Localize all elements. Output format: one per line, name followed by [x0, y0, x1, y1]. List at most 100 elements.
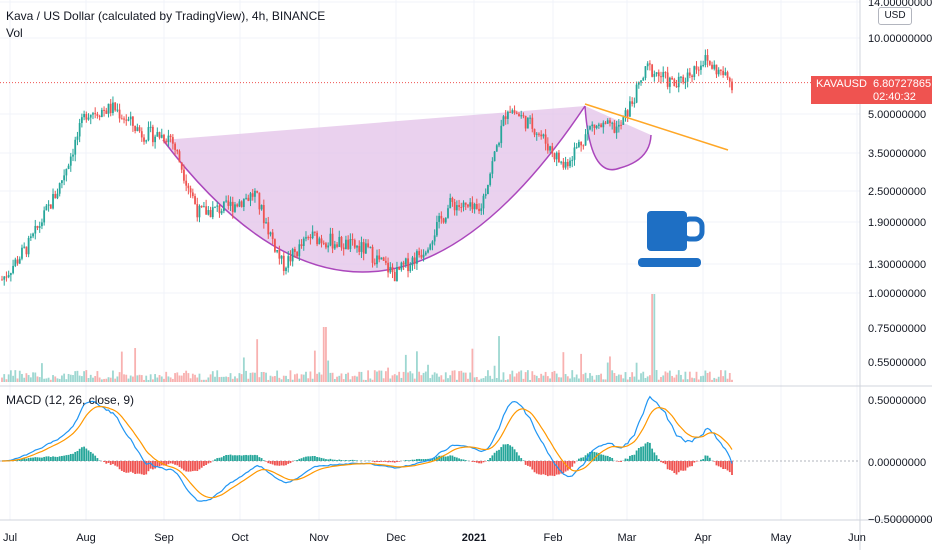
macd-histogram-bar [526, 461, 529, 466]
volume-bar [407, 372, 409, 382]
macd-histogram-bar [76, 451, 79, 461]
candle-body [105, 110, 108, 114]
candle-body [593, 124, 596, 129]
volume-bar [274, 376, 276, 382]
macd-histogram-bar [58, 456, 61, 461]
candle-body [25, 246, 28, 255]
candle-body [589, 126, 591, 130]
candle-body [482, 195, 485, 209]
volume-bar [282, 375, 285, 382]
macd-histogram-bar [396, 461, 398, 463]
macd-histogram-bar [511, 446, 514, 461]
candle-body [711, 64, 713, 69]
volume-bar [207, 377, 210, 382]
volume-bar [285, 375, 287, 382]
volume-bar [564, 374, 567, 382]
volume-tick-label: 0.55000000 [868, 357, 926, 369]
macd-histogram-bar [549, 461, 551, 476]
macd-histogram-bar [56, 456, 59, 461]
macd-histogram-bar [158, 461, 161, 467]
candle-body [318, 238, 321, 245]
volume-bar [580, 353, 583, 382]
macd-histogram-bar [380, 461, 383, 462]
volume-bar [120, 351, 123, 382]
macd-histogram-bar [591, 451, 594, 461]
volume-bar [27, 375, 30, 382]
volume-bar [18, 370, 21, 382]
volume-bar [677, 370, 680, 382]
macd-histogram-bar [176, 461, 179, 466]
macd-histogram-bar [653, 452, 656, 461]
macd-histogram-bar [478, 461, 480, 464]
macd-histogram-bar [393, 461, 396, 463]
macd-histogram-bar [83, 446, 85, 461]
macd-tick-label: 0.00000000 [868, 457, 926, 469]
macd-histogram-bar [524, 461, 527, 465]
volume-bar [154, 374, 157, 382]
last-price-symbol: KAVAUSD [816, 78, 867, 90]
cup-fill [163, 106, 585, 272]
macd-histogram-bar [353, 460, 356, 461]
candle-body [666, 72, 669, 87]
macd-histogram-bar [411, 459, 414, 461]
volume-bar [61, 375, 63, 382]
volume-bar [140, 375, 143, 382]
candle-body [653, 73, 656, 77]
time-tick-label: May [771, 532, 792, 544]
volume-bar [258, 377, 261, 382]
candle-body [500, 125, 503, 144]
candle-body [247, 197, 250, 201]
volume-bar [65, 379, 68, 382]
candle-body [178, 151, 181, 163]
macd-histogram-bar [351, 459, 354, 461]
candle-body [167, 135, 170, 143]
volume-bar [109, 377, 112, 382]
macd-histogram-bar [203, 461, 205, 466]
candle-body [147, 127, 150, 141]
macd-histogram-bar [331, 459, 334, 461]
macd-histogram-bar [163, 461, 165, 466]
macd-histogram-bar [482, 461, 485, 463]
volume-bar [14, 370, 17, 382]
volume-bar [584, 372, 587, 382]
macd-histogram-bar [540, 461, 543, 475]
macd-histogram-bar [138, 461, 141, 474]
candle-body [400, 262, 403, 270]
candle-body [29, 236, 32, 238]
macd-histogram-bar [704, 455, 707, 461]
volume-bar [591, 375, 594, 382]
macd-histogram-bar [404, 460, 407, 461]
volume-bar [325, 327, 327, 382]
volume-bar [708, 371, 711, 382]
candle-body [174, 143, 176, 150]
candle-body [573, 147, 576, 160]
candle-body [660, 76, 662, 78]
candle-body [513, 110, 516, 113]
currency-button[interactable]: USD [878, 7, 912, 25]
price-tick-label: 3.50000000 [868, 148, 926, 160]
volume-bar [493, 365, 496, 382]
volume-bar [637, 379, 640, 382]
macd-histogram-bar [731, 461, 733, 475]
volume-bar [356, 376, 358, 382]
volume-bar [435, 373, 438, 382]
candle-body [524, 115, 527, 129]
volume-bar [695, 371, 698, 382]
coffee-cup-icon [638, 211, 705, 267]
macd-histogram-bar [538, 461, 540, 475]
volume-bar [484, 376, 487, 382]
candle-body [76, 136, 79, 140]
candle-body [83, 113, 85, 118]
macd-histogram-bar [675, 461, 678, 475]
macd-histogram-bar [222, 455, 225, 461]
volume-bar [209, 374, 212, 382]
macd-histogram-bar [287, 461, 290, 464]
volume-bar [34, 372, 37, 382]
price-tick-label: 2.50000000 [868, 186, 926, 198]
macd-histogram-bar [533, 461, 536, 473]
macd-histogram-bar [708, 457, 711, 461]
candle-body [404, 258, 407, 265]
candle-body [9, 273, 12, 276]
macd-histogram-bar [413, 459, 416, 461]
